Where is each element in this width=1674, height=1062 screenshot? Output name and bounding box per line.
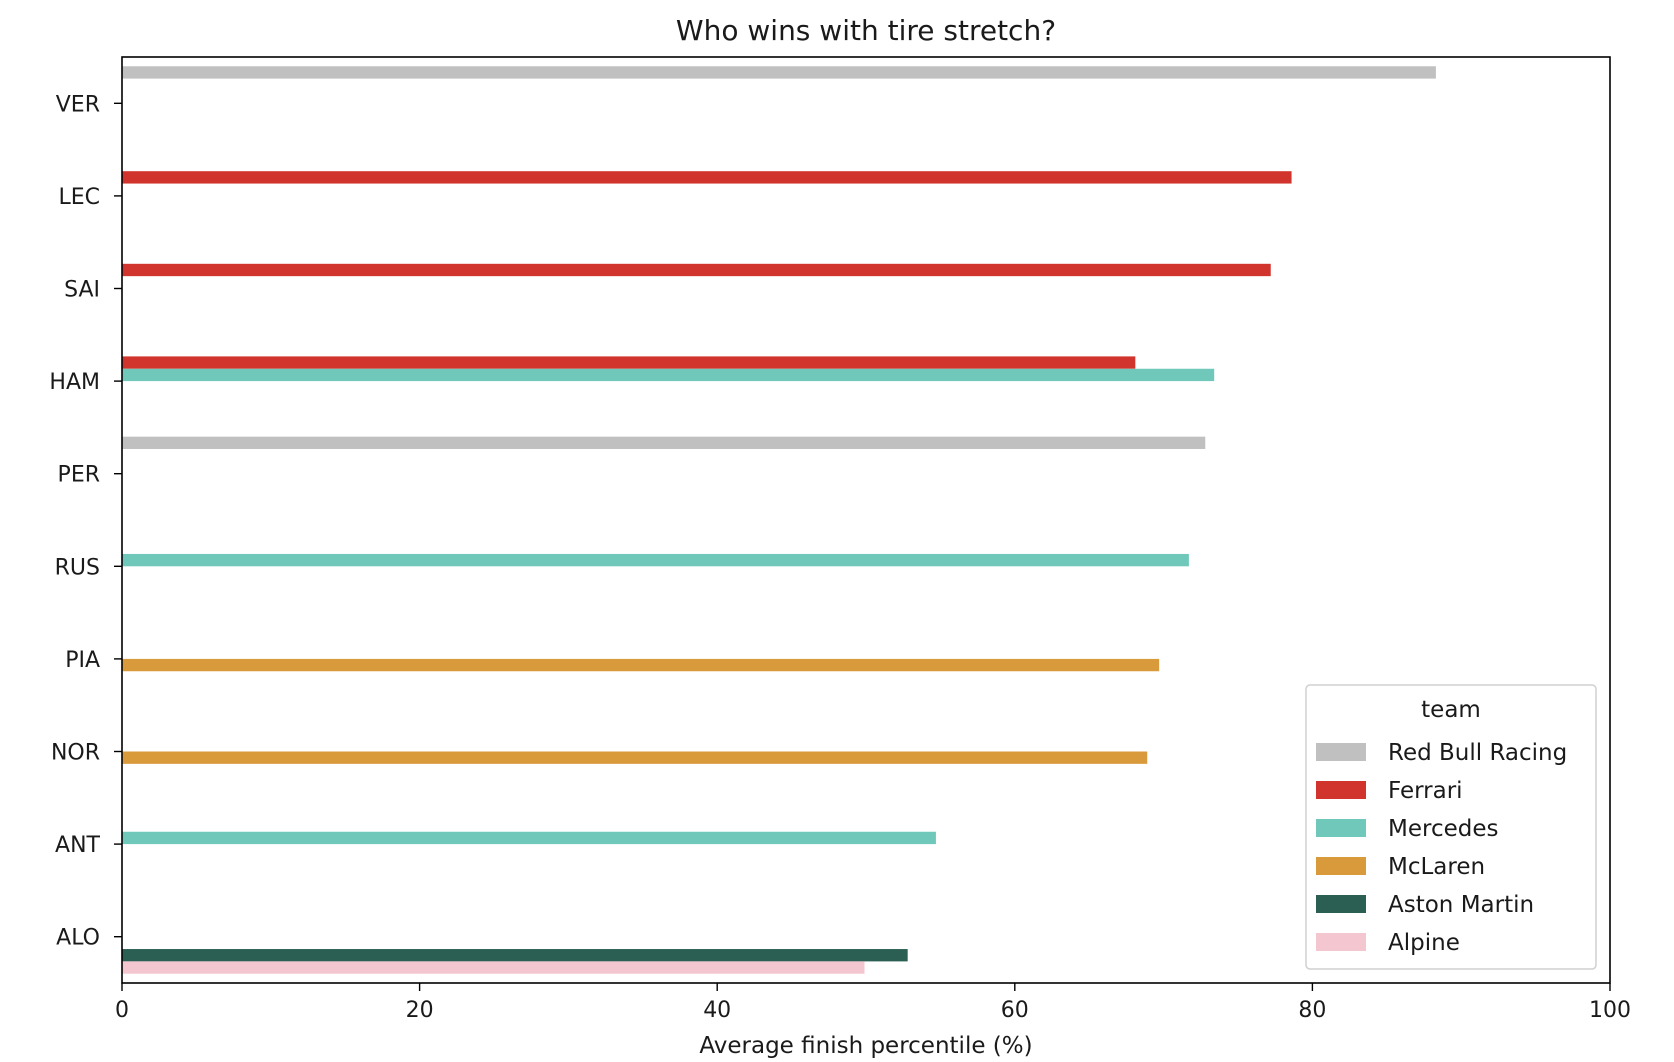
- legend-swatch-mclaren: [1316, 857, 1366, 875]
- bar-nor-mclaren: [122, 751, 1148, 764]
- legend-swatch-ferrari: [1316, 781, 1366, 799]
- bar-per-red-bull-racing: [122, 436, 1206, 450]
- y-tick-label-ver: VER: [56, 92, 100, 117]
- bars-layer: [122, 66, 1436, 974]
- legend-label-alpine: Alpine: [1388, 930, 1460, 956]
- x-tick-label: 40: [703, 998, 731, 1023]
- plot-frame: [121, 56, 1611, 984]
- bar-alo-aston-martin: [122, 949, 908, 962]
- x-tick-label: 20: [406, 998, 434, 1023]
- x-tick-label: 0: [115, 998, 129, 1023]
- legend: team Red Bull Racing Ferrari Mercedes McLar…: [1305, 684, 1597, 970]
- y-tick-label-nor: NOR: [51, 741, 100, 766]
- bar-pia-mclaren: [122, 658, 1160, 672]
- legend-label-aston-martin: Aston Martin: [1388, 892, 1534, 918]
- y-tick-label-lec: LEC: [58, 185, 100, 210]
- legend-box: [1305, 684, 1597, 970]
- legend-title: team: [1421, 697, 1481, 723]
- bar-alo-alpine: [122, 961, 865, 974]
- legend-swatch-alpine: [1316, 933, 1366, 951]
- bar-ver-red-bull-racing: [122, 66, 1436, 79]
- x-axis: 0 20 40 60 80 100: [115, 983, 1631, 1023]
- y-axis: VER LEC SAI HAM PER RUS PIA NOR ANT ALO: [49, 92, 122, 951]
- x-tick-label: 100: [1589, 998, 1631, 1023]
- y-tick-label-rus: RUS: [55, 555, 100, 580]
- bar-ham-ferrari: [122, 356, 1136, 369]
- y-tick-label-ham: HAM: [49, 370, 100, 395]
- legend-label-mercedes: Mercedes: [1388, 816, 1498, 842]
- y-tick-label-alo: ALO: [56, 926, 100, 951]
- bar-lec-ferrari: [122, 171, 1292, 184]
- legend-swatch-red-bull-racing: [1316, 743, 1366, 761]
- y-tick-label-sai: SAI: [64, 278, 100, 303]
- y-tick-label-ant: ANT: [55, 833, 101, 858]
- x-tick-label: 60: [1001, 998, 1029, 1023]
- legend-swatch-mercedes: [1316, 819, 1366, 837]
- bar-ham-mercedes: [122, 368, 1215, 382]
- legend-label-red-bull-racing: Red Bull Racing: [1388, 740, 1567, 766]
- bar-rus-mercedes: [122, 553, 1189, 567]
- legend-label-mclaren: McLaren: [1388, 854, 1485, 880]
- x-tick-label: 80: [1298, 998, 1326, 1023]
- x-axis-label: Average finish percentile (%): [699, 1033, 1032, 1059]
- bar-sai-ferrari: [122, 263, 1271, 277]
- bar-ant-mercedes: [122, 831, 936, 845]
- y-tick-label-pia: PIA: [65, 648, 100, 673]
- y-tick-label-per: PER: [58, 463, 100, 488]
- chart-title: Who wins with tire stretch?: [676, 14, 1056, 47]
- legend-label-ferrari: Ferrari: [1388, 778, 1463, 804]
- legend-swatch-aston-martin: [1316, 895, 1366, 913]
- legend-entries: Red Bull Racing Ferrari Mercedes McLaren Ast…: [1316, 740, 1567, 956]
